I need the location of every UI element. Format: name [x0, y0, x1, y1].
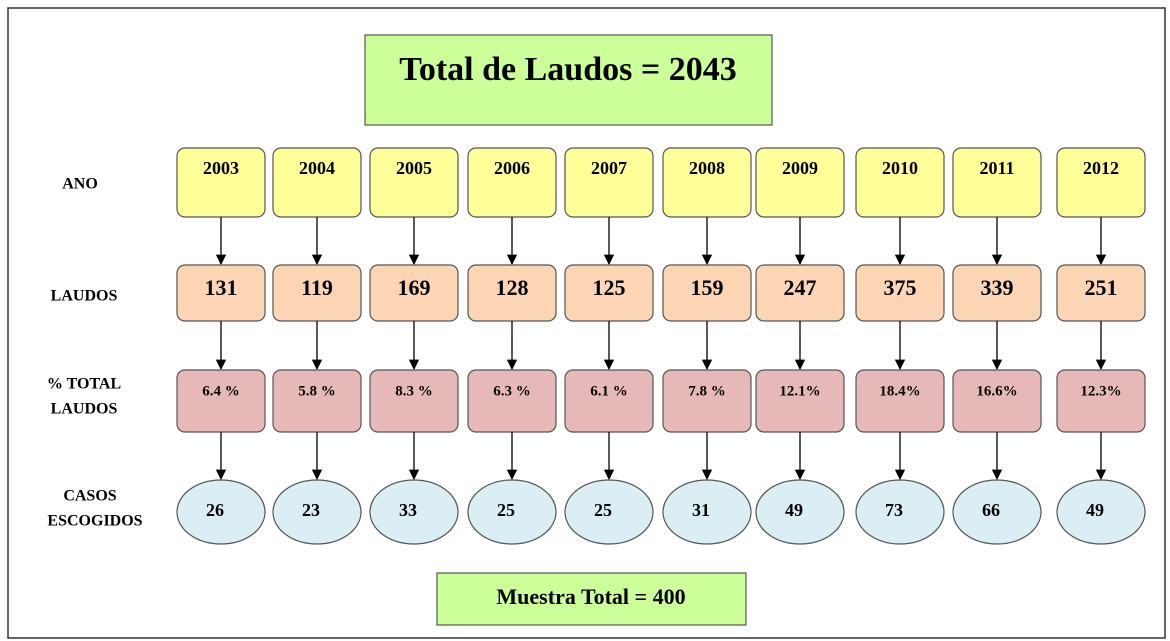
- percent-box: [1056, 369, 1146, 433]
- percent-box: [662, 369, 752, 433]
- casos: 73: [885, 500, 903, 520]
- casos: 23: [302, 500, 320, 520]
- year: 2008: [689, 158, 725, 178]
- row-label: ANO: [62, 176, 98, 193]
- year: 2003: [203, 158, 239, 178]
- year: 2004: [299, 158, 335, 178]
- casos-ellipse: [272, 479, 362, 545]
- laudos: 169: [398, 275, 431, 300]
- year: 2005: [396, 158, 432, 178]
- row-label: LAUDOS: [51, 401, 118, 418]
- percent: 6.1 %: [590, 383, 628, 399]
- casos-ellipse: [467, 479, 557, 545]
- year: 2010: [882, 158, 918, 178]
- laudos: 159: [691, 275, 724, 300]
- percent: 12.3%: [1080, 383, 1121, 399]
- row-label: LAUDOS: [51, 288, 118, 305]
- footer: Muestra Total = 400: [496, 584, 685, 609]
- casos: 49: [1086, 500, 1104, 520]
- casos-ellipse: [952, 479, 1042, 545]
- percent: 6.3 %: [493, 383, 531, 399]
- title-box: [364, 34, 773, 126]
- percent: 16.6%: [976, 383, 1017, 399]
- laudos: 119: [301, 275, 333, 300]
- footer-box: [436, 572, 747, 626]
- year: 2011: [979, 158, 1014, 178]
- percent-box: [369, 369, 459, 433]
- percent: 6.4 %: [202, 383, 240, 399]
- laudos: 128: [496, 275, 529, 300]
- percent-box: [755, 369, 845, 433]
- casos: 26: [206, 500, 224, 520]
- casos: 66: [982, 500, 1000, 520]
- percent-box: [272, 369, 362, 433]
- casos-ellipse: [369, 479, 459, 545]
- casos-ellipse: [564, 479, 654, 545]
- title: Total de Laudos = 2043: [399, 51, 736, 88]
- percent-box: [467, 369, 557, 433]
- laudos: 247: [784, 275, 817, 300]
- percent: 5.8 %: [298, 383, 336, 399]
- casos: 33: [399, 500, 417, 520]
- casos-ellipse: [1056, 479, 1146, 545]
- percent: 18.4%: [879, 383, 920, 399]
- casos-ellipse: [855, 479, 945, 545]
- percent: 12.1%: [779, 383, 820, 399]
- row-label: CASOS: [63, 488, 116, 505]
- casos: 49: [785, 500, 803, 520]
- laudos: 131: [205, 275, 238, 300]
- percent-box: [855, 369, 945, 433]
- laudos: 375: [884, 275, 917, 300]
- year: 2009: [782, 158, 818, 178]
- year: 2006: [494, 158, 530, 178]
- laudos: 251: [1085, 275, 1118, 300]
- casos: 31: [692, 500, 710, 520]
- casos-ellipse: [662, 479, 752, 545]
- percent-box: [952, 369, 1042, 433]
- percent: 7.8 %: [688, 383, 726, 399]
- percent-box: [564, 369, 654, 433]
- laudos: 125: [593, 275, 626, 300]
- casos-ellipse: [755, 479, 845, 545]
- casos: 25: [594, 500, 612, 520]
- year: 2007: [591, 158, 627, 178]
- row-label: ESCOGIDOS: [47, 513, 142, 530]
- year: 2012: [1083, 158, 1119, 178]
- percent: 8.3 %: [395, 383, 433, 399]
- laudos: 339: [981, 275, 1014, 300]
- casos-ellipse: [176, 479, 266, 545]
- casos: 25: [497, 500, 515, 520]
- percent-box: [176, 369, 266, 433]
- row-label: % TOTAL: [47, 376, 121, 393]
